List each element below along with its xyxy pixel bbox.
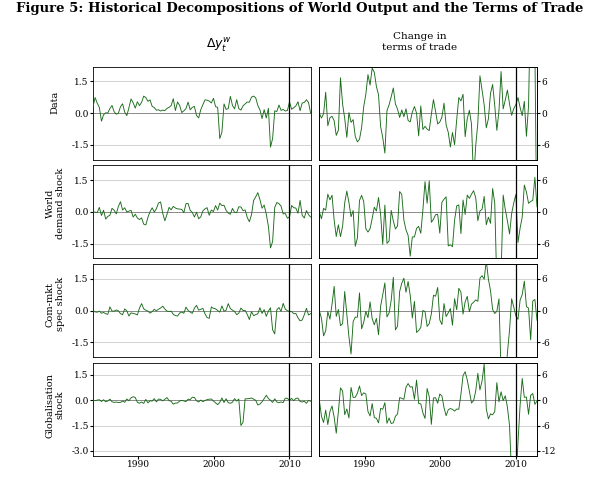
Text: Com-mkt
spec shock: Com-mkt spec shock bbox=[46, 277, 65, 331]
Text: Data: Data bbox=[50, 90, 60, 114]
Text: Figure 5: Historical Decompositions of World Output and the Terms of Trade: Figure 5: Historical Decompositions of W… bbox=[16, 2, 584, 15]
Text: $\Delta y_t^w$: $\Delta y_t^w$ bbox=[206, 37, 232, 54]
Text: World
demand shock: World demand shock bbox=[46, 168, 65, 239]
Text: Change in
terms of trade: Change in terms of trade bbox=[382, 33, 458, 52]
Text: Globalisation
shock: Globalisation shock bbox=[46, 373, 65, 438]
